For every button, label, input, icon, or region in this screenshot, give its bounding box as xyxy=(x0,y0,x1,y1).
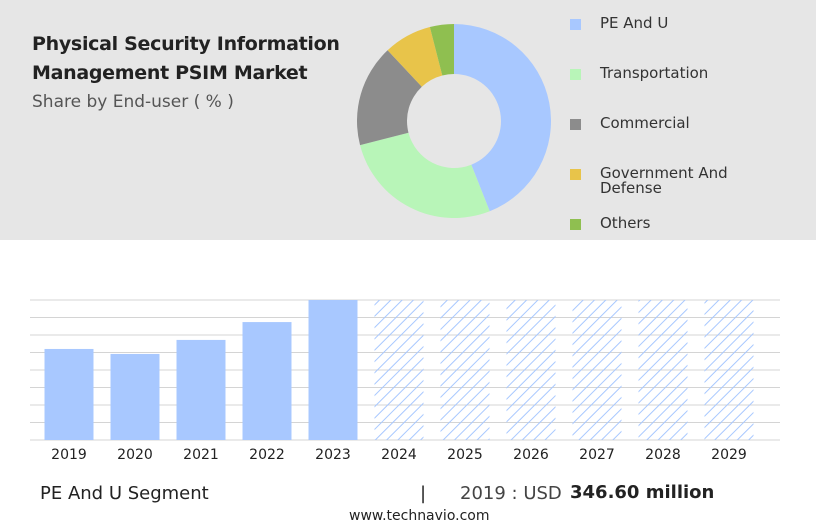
forecast-placeholder xyxy=(506,300,556,440)
legend-swatch xyxy=(570,169,581,180)
donut-slice xyxy=(387,27,443,87)
separator: | xyxy=(420,483,427,504)
forecast-placeholder xyxy=(704,300,754,440)
legend-swatch xyxy=(570,69,581,80)
year-label: 2019 : USD xyxy=(460,483,562,504)
legend-label: Transportation xyxy=(600,64,709,82)
bar xyxy=(176,339,226,440)
x-tick-label: 2027 xyxy=(579,447,615,463)
legend-swatch xyxy=(570,119,581,130)
segment-label: PE And U Segment xyxy=(40,483,209,504)
value-label: 346.60 million xyxy=(570,482,715,503)
bar xyxy=(110,353,160,440)
legend-swatch xyxy=(570,19,581,30)
x-tick-label: 2028 xyxy=(645,447,681,463)
x-tick-label: 2022 xyxy=(249,447,285,463)
legend-label: Commercial xyxy=(600,114,690,132)
forecast-placeholder xyxy=(440,300,490,440)
source: www.technavio.com xyxy=(349,508,490,524)
legend-label: Government And Defense xyxy=(600,164,728,197)
x-tick-label: 2029 xyxy=(711,447,747,463)
x-tick-label: 2025 xyxy=(447,447,483,463)
legend-label: Others xyxy=(600,214,651,232)
x-tick-label: 2021 xyxy=(183,447,219,463)
forecast-placeholder xyxy=(638,300,688,440)
forecast-placeholder xyxy=(374,300,424,440)
bar xyxy=(308,300,358,440)
x-tick-label: 2023 xyxy=(315,447,351,463)
bar xyxy=(44,348,94,440)
donut-slice xyxy=(357,50,422,146)
legend-swatch xyxy=(570,219,581,230)
legend-label: PE And U xyxy=(600,14,669,32)
bar xyxy=(242,322,292,440)
chart-title: Physical Security Information Management… xyxy=(32,33,340,84)
donut-slice xyxy=(360,132,490,219)
forecast-placeholder xyxy=(572,300,622,440)
chart-subtitle: Share by End-user ( % ) xyxy=(32,92,234,112)
x-tick-label: 2019 xyxy=(51,447,87,463)
donut-slice xyxy=(454,24,551,212)
x-tick-label: 2024 xyxy=(381,447,417,463)
x-tick-label: 2020 xyxy=(117,447,153,463)
x-tick-label: 2026 xyxy=(513,447,549,463)
donut-slice xyxy=(429,24,454,76)
